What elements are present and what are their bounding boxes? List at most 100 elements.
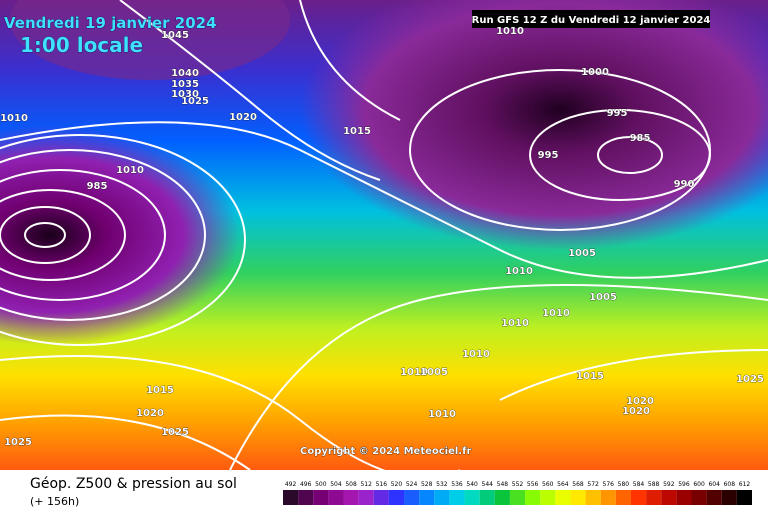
legend-swatch xyxy=(328,490,344,505)
isobar-label: 1000 xyxy=(581,67,609,78)
legend-swatch xyxy=(449,490,465,505)
isobar-label: 1045 xyxy=(161,30,189,41)
legend-label: 592 xyxy=(663,481,675,488)
legend-swatch xyxy=(358,490,374,505)
legend-label: 540 xyxy=(466,481,478,488)
legend-swatch xyxy=(661,490,677,505)
legend-swatch xyxy=(464,490,480,505)
legend-swatch xyxy=(646,490,662,505)
isobars xyxy=(0,0,768,478)
legend-swatch xyxy=(373,490,389,505)
isobar-label: 1015 xyxy=(343,126,371,137)
isobar-label: 1010 xyxy=(505,266,533,277)
legend-swatch xyxy=(600,490,616,505)
legend-label: 532 xyxy=(436,481,448,488)
isobar-label: 1035 xyxy=(171,79,199,90)
isobar-label: 1015 xyxy=(146,385,174,396)
isobar-label: 1010 xyxy=(542,308,570,319)
legend-label: 576 xyxy=(603,481,615,488)
legend-label: 512 xyxy=(360,481,372,488)
legend-label: 560 xyxy=(542,481,554,488)
legend-swatch xyxy=(555,490,571,505)
legend-swatch xyxy=(630,490,647,505)
isobar-label: 1020 xyxy=(626,396,654,407)
isobar-label: 1040 xyxy=(171,68,199,79)
legend-label: 544 xyxy=(482,481,494,488)
isobar-label: 1020 xyxy=(622,406,650,417)
isobar-label: 985 xyxy=(630,133,651,144)
legend-label: 596 xyxy=(678,481,690,488)
legend-swatch xyxy=(570,490,586,505)
legend-label: 548 xyxy=(497,481,509,488)
legend-swatch xyxy=(283,490,299,505)
legend-label: 572 xyxy=(587,481,599,488)
isobar-label: 1010 xyxy=(501,318,529,329)
legend-swatch xyxy=(419,490,435,505)
legend-label: 496 xyxy=(300,481,312,488)
legend-label: 524 xyxy=(406,481,418,488)
legend-swatch xyxy=(691,490,707,505)
isobar-label: 995 xyxy=(538,150,559,161)
copyright: Copyright © 2024 Meteociel.fr xyxy=(300,446,471,457)
legend-swatch xyxy=(494,490,510,505)
legend-swatch xyxy=(676,490,692,505)
legend-label: 604 xyxy=(708,481,720,488)
legend-swatch xyxy=(479,490,495,505)
legend-swatch xyxy=(434,490,450,505)
legend-swatch xyxy=(585,490,601,505)
legend-label: 588 xyxy=(648,481,660,488)
legend-label: 580 xyxy=(618,481,630,488)
legend-label: 552 xyxy=(512,481,524,488)
legend-label: 536 xyxy=(451,481,463,488)
legend-label: 520 xyxy=(391,481,403,488)
legend-swatch xyxy=(343,490,359,505)
lead-time: (+ 156h) xyxy=(30,495,79,508)
isobar-label: 1005 xyxy=(589,292,617,303)
isobar-label: 1010 xyxy=(462,349,490,360)
legend-label: 528 xyxy=(421,481,433,488)
legend-swatch xyxy=(509,490,526,505)
legend-swatch xyxy=(615,490,631,505)
legend-swatch xyxy=(706,490,722,505)
legend-label: 504 xyxy=(330,481,342,488)
isobar-label: 1010 xyxy=(400,367,428,378)
isobar-label: 1020 xyxy=(229,112,257,123)
isobar-label: 985 xyxy=(87,181,108,192)
isobar-label: 1025 xyxy=(736,374,764,385)
legend-label: 608 xyxy=(724,481,736,488)
isobar-label: 1025 xyxy=(161,427,189,438)
legend-label: 568 xyxy=(572,481,584,488)
legend-swatch xyxy=(540,490,556,505)
legend-swatch xyxy=(313,490,329,505)
isobar-label: 1010 xyxy=(428,409,456,420)
legend-label: 612 xyxy=(739,481,751,488)
legend-label: 516 xyxy=(376,481,388,488)
isobar-label: 1030 xyxy=(171,89,199,100)
isobar-label: 1010 xyxy=(116,165,144,176)
isobar-label: 1020 xyxy=(136,408,164,419)
isobar-label: 1010 xyxy=(0,113,28,124)
low-pressure xyxy=(300,0,768,250)
isobar-label: 1010 xyxy=(496,26,524,37)
isobar-label: 1025 xyxy=(181,96,209,107)
legend-label: 556 xyxy=(527,481,539,488)
valid-date: Vendredi 19 janvier 2024 xyxy=(4,14,217,32)
footer-title: Géop. Z500 & pression au sol xyxy=(30,476,237,492)
isobar-label: 1015 xyxy=(576,371,604,382)
trough xyxy=(10,0,290,80)
run-info: Run GFS 12 Z du Vendredi 12 janvier 2024 xyxy=(472,15,711,26)
legend-swatch xyxy=(404,490,420,505)
isobar-label: 995 xyxy=(607,108,628,119)
legend-label: 492 xyxy=(285,481,297,488)
legend-swatch xyxy=(298,490,314,505)
legend-swatch xyxy=(721,490,737,505)
isobar-label: 1005 xyxy=(568,248,596,259)
legend-swatch xyxy=(525,490,541,505)
legend-label: 564 xyxy=(557,481,569,488)
isobar-label: 1005 xyxy=(420,367,448,378)
legend-swatch xyxy=(388,490,405,505)
legend-label: 508 xyxy=(345,481,357,488)
isobar-label: 990 xyxy=(674,179,695,190)
low-pressure xyxy=(0,125,240,345)
